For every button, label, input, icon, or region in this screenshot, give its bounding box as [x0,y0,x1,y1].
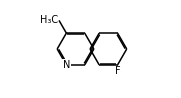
Text: N: N [63,60,70,70]
Text: F: F [115,66,121,76]
Text: H₃C: H₃C [40,15,58,25]
